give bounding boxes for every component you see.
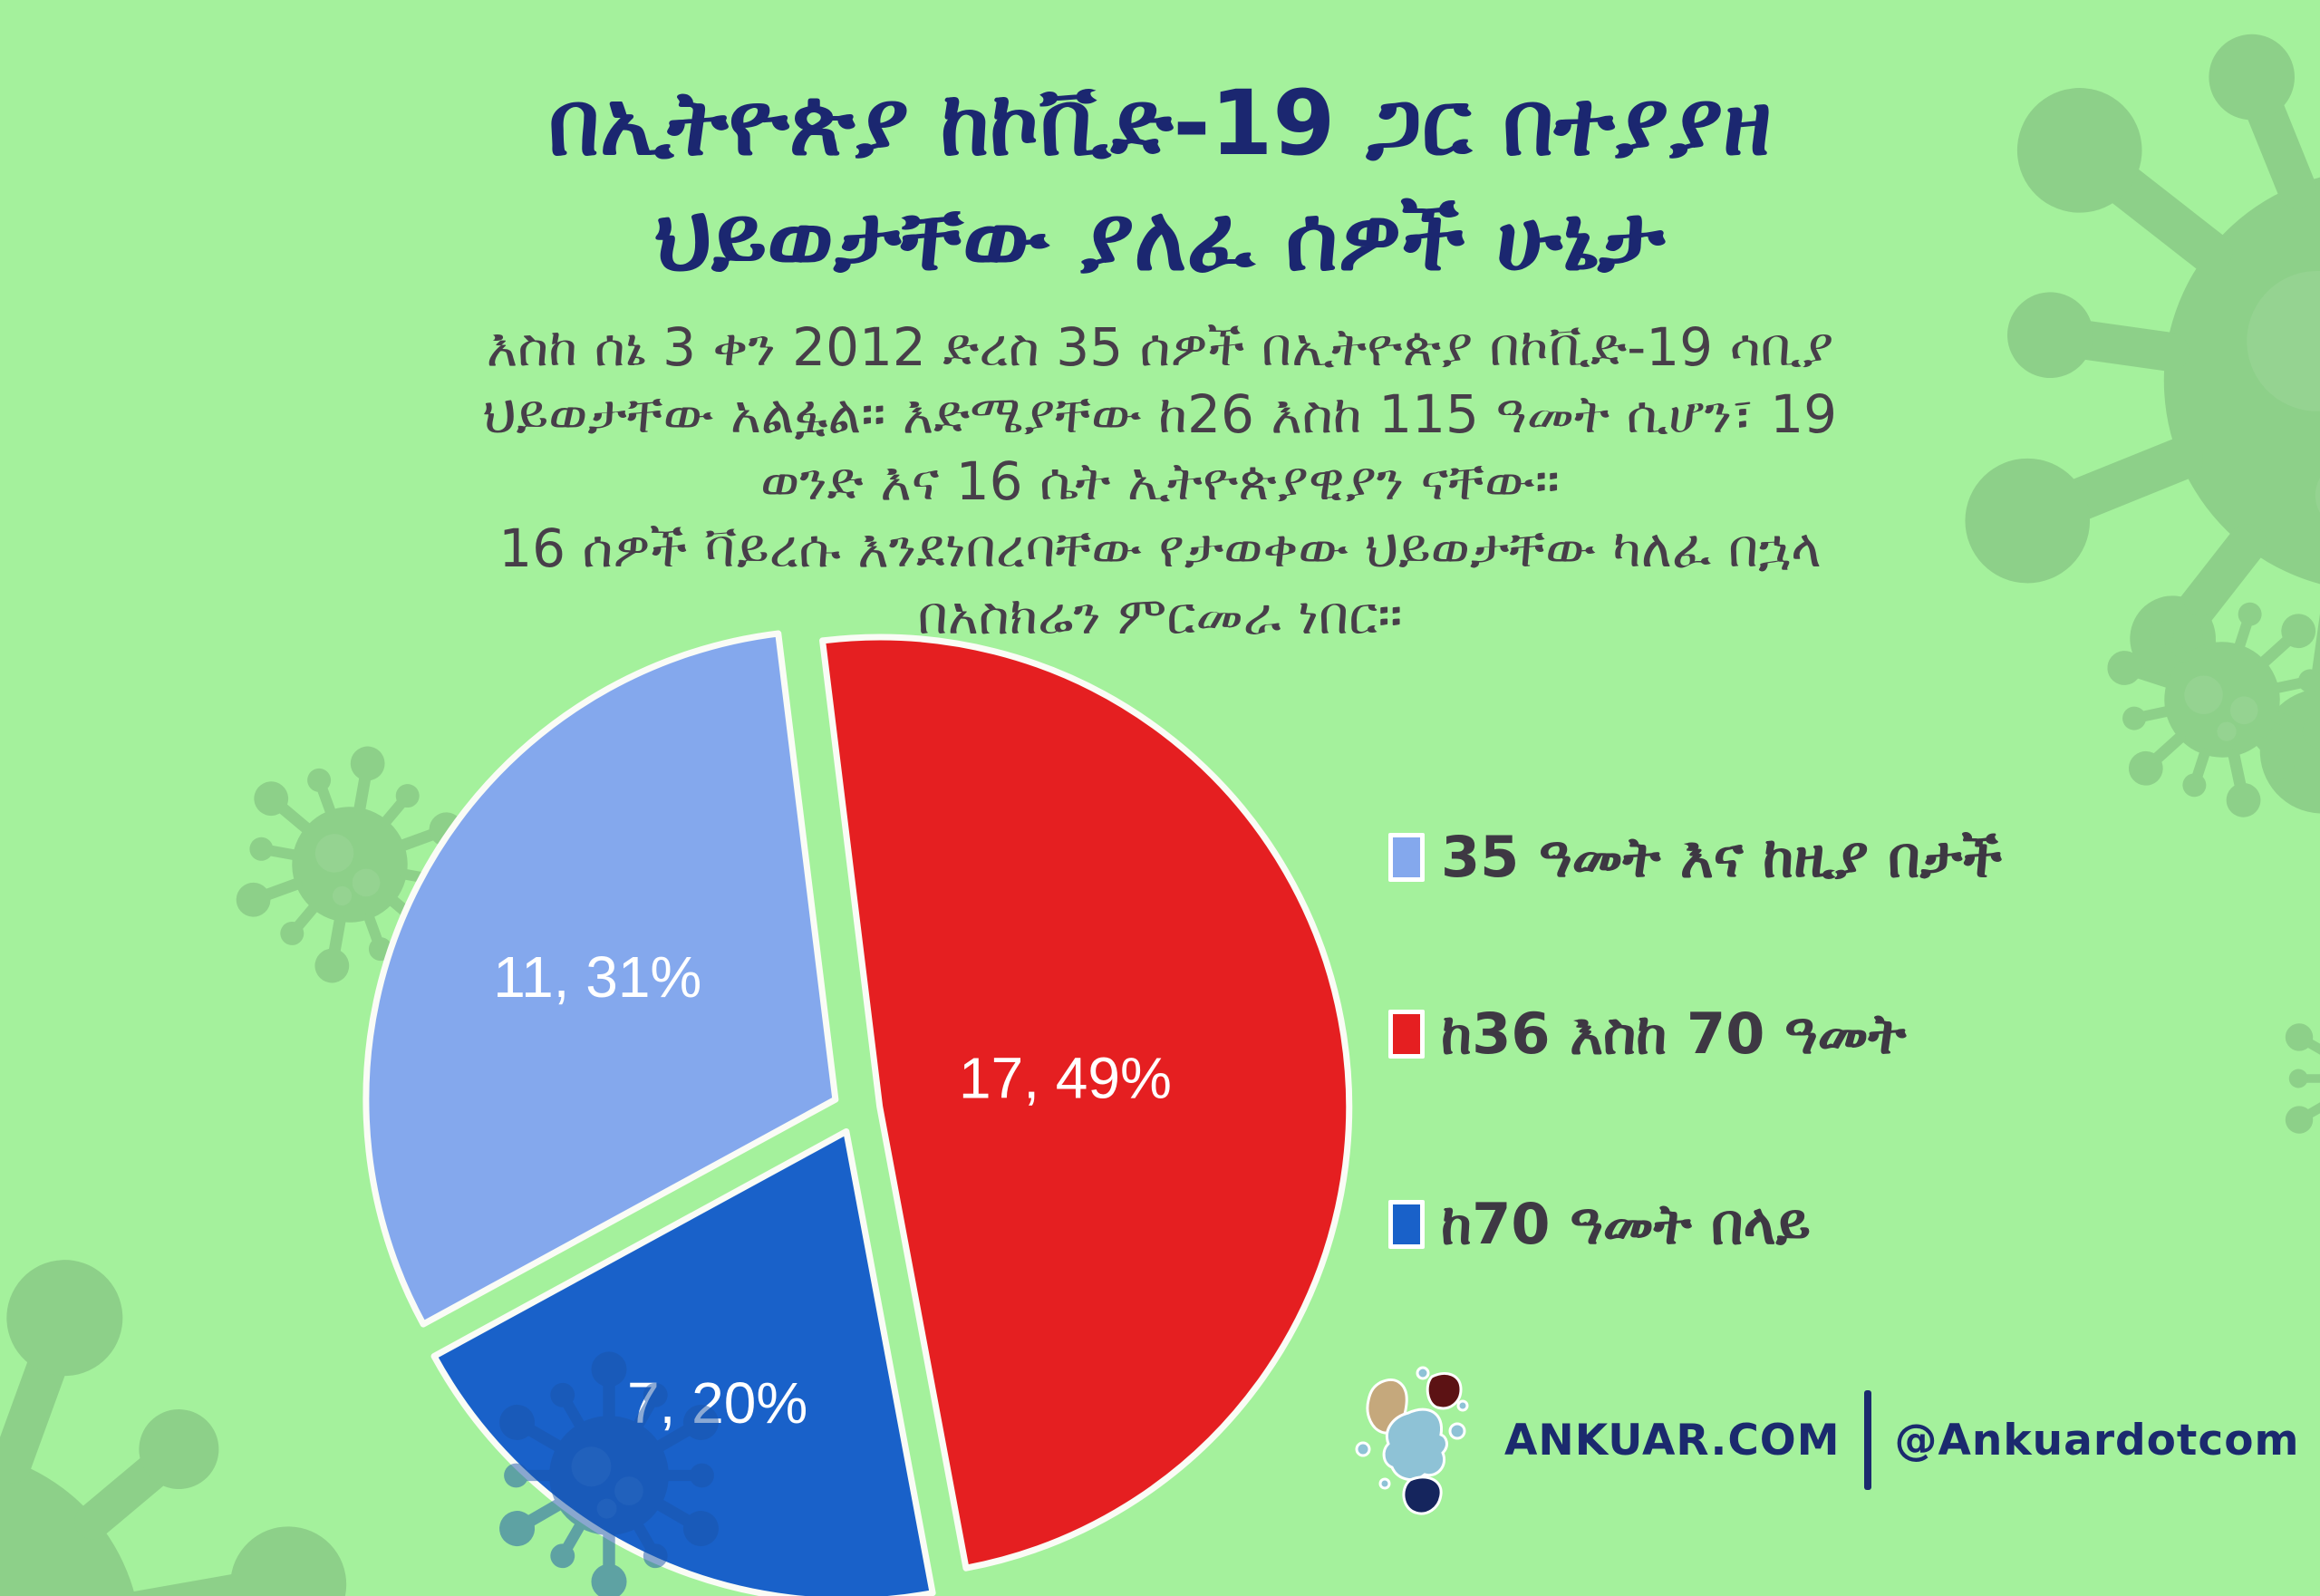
pie-slice <box>819 634 1353 1572</box>
legend-item-36-to-70: ከ36 እስከ 70 ዓመት <box>1388 992 1906 1076</box>
intro-line: በአስክሬን ምርመራ ነበር። <box>917 585 1403 646</box>
intro-paragraph: እስከ ሰኔ 3 ቀን 2012 ድረስ 35 ሰዎች በኢትዮጵያ በኮቪድ-… <box>0 314 2320 649</box>
pie-data-label: 17, 49% <box>959 1045 1172 1110</box>
footer: ANKUAR.COM | @Ankuardotcom <box>1345 1366 2300 1514</box>
pie-data-label: 11, 31% <box>493 944 701 1010</box>
logo-blob-maroon <box>1426 1371 1463 1409</box>
logo-dot <box>1416 1366 1430 1379</box>
intro-line: ህይወታቸው አልፏል። እድሜያቸው ከ26 እስከ 115 ዓመት ሲሆን፣… <box>482 383 1838 445</box>
logo-blob-navy <box>1402 1475 1443 1514</box>
page-title-line2: ህይወታቸው ያለፈ ሰዎች ሁኔታ <box>654 186 1666 291</box>
intro-line: ወንድ እና 16 ሴት ኢትዮጵያዊያን ናቸው። <box>760 450 1560 512</box>
footer-handle-text: @Ankuardotcom <box>1894 1415 2300 1465</box>
pie-slice <box>362 630 839 1328</box>
virus-watermark-icon <box>492 1351 726 1596</box>
page-title: በኢትዮጵያ ከኮቪድ-19 ጋር በተያያዘ ህይወታቸው ያለፈ ሰዎች ሁ… <box>0 67 2320 296</box>
legend-label: ከ36 እስከ 70 ዓመት <box>1441 1001 1907 1067</box>
logo-dot <box>1456 1399 1469 1411</box>
intro-line: 16 ሰዎች ቫይረሱ እንደነበረባቸው የታወቀው ህይወታቸው ካለፈ በ… <box>498 517 1822 579</box>
logo-blob-light-blue <box>1382 1407 1448 1481</box>
legend-swatch-red <box>1388 1010 1425 1059</box>
legend-label: ከ70 ዓመት በላይ <box>1441 1191 1811 1257</box>
legend-swatch-light-blue <box>1388 833 1425 882</box>
legend-item-over-70: ከ70 ዓመት በላይ <box>1388 1183 1811 1266</box>
legend-swatch-dark-blue <box>1388 1200 1425 1249</box>
footer-site-text: ANKUAR.COM <box>1504 1415 1841 1465</box>
ankuar-logo <box>1355 1366 1469 1514</box>
intro-line: እስከ ሰኔ 3 ቀን 2012 ድረስ 35 ሰዎች በኢትዮጵያ በኮቪድ-… <box>486 316 1834 378</box>
page-title-line1: በኢትዮጵያ ከኮቪድ-19 ጋር በተያያዘ <box>548 72 1772 176</box>
legend-label: 35 ዓመት እና ከዚያ በታች <box>1441 824 2003 890</box>
footer-separator: | <box>1863 1390 1871 1490</box>
logo-dot <box>1448 1422 1466 1439</box>
legend-item-35-and-under: 35 ዓመት እና ከዚያ በታች <box>1388 816 2002 899</box>
logo-dot <box>1355 1441 1371 1456</box>
logo-dot <box>1378 1477 1391 1489</box>
